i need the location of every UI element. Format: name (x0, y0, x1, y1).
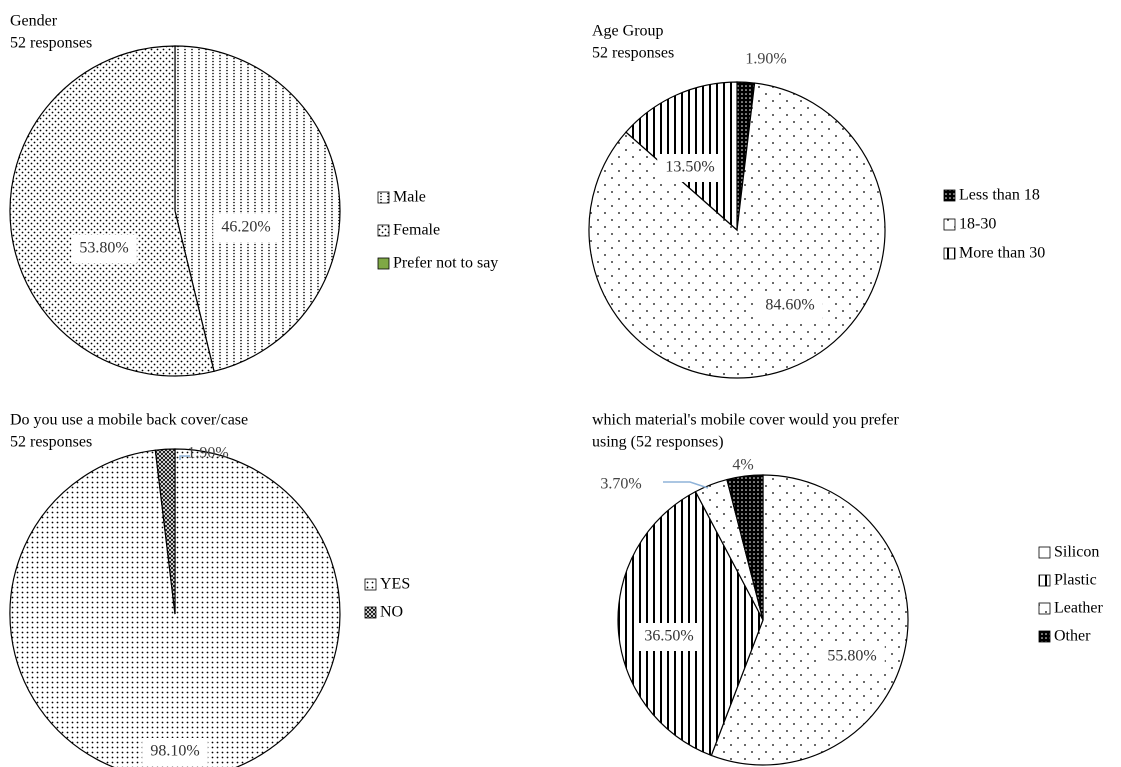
chart-title: Age Group (592, 23, 664, 40)
legend-entry: Prefer not to say (393, 255, 498, 272)
chart-subtitle: 52 responses (10, 35, 92, 52)
pie-slice-no (154, 448, 176, 615)
callout-line (179, 455, 190, 460)
pie-slice-male (174, 45, 341, 373)
data-label-box (757, 292, 823, 320)
chart-subtitle: 52 responses (10, 434, 92, 451)
chart-title: Do you use a mobile back cover/case (10, 412, 248, 429)
pie-slice-female (9, 45, 215, 377)
chart-subtitle: using (52 responses) (592, 434, 724, 451)
legend-swatch (377, 224, 390, 237)
data-label-box (142, 738, 208, 766)
data-label-box (636, 623, 702, 651)
legend-entry: Male (393, 189, 426, 206)
chart-title: which material's mobile cover would you … (592, 412, 899, 429)
data-label: 13.50% (665, 159, 714, 176)
legend-swatch (943, 218, 956, 231)
legend-entry: Less than 18 (959, 187, 1040, 204)
legend-swatch (364, 578, 377, 591)
legend-swatch (943, 247, 956, 260)
data-label: 1.90% (187, 445, 228, 462)
data-label: 1.90% (745, 51, 786, 68)
data-label: 84.60% (765, 297, 814, 314)
data-label: 46.20% (221, 219, 270, 236)
pie-slice-other (726, 474, 764, 621)
pie-slice-silicon (710, 474, 909, 766)
data-label-box (819, 643, 885, 671)
legend-entry: NO (380, 604, 403, 621)
legend-swatch (1038, 630, 1051, 643)
legend-entry: Female (393, 222, 440, 239)
legend-entry: Plastic (1054, 572, 1097, 589)
legend-entry: Silicon (1054, 544, 1099, 561)
data-label-box (213, 214, 279, 242)
legend-entry: Leather (1054, 600, 1104, 617)
data-label: 98.10% (150, 743, 199, 760)
data-label: 53.80% (79, 240, 128, 257)
legend-entry: Other (1054, 628, 1091, 645)
chart-subtitle: 52 responses (592, 45, 674, 62)
legend-entry: More than 30 (959, 245, 1045, 262)
pie-chart-1: Gender 52 responses 46.20% 53.80% Male Female… (9, 13, 498, 377)
data-label: 55.80% (827, 648, 876, 665)
pie-chart-2: Age Group 52 responses 1.90% 84.60% 13.50% Le… (588, 23, 1045, 379)
legend-swatch (1038, 546, 1051, 559)
legend-swatch (943, 189, 956, 202)
legend-swatch (364, 606, 377, 619)
legend-entry: 18-30 (959, 216, 996, 233)
data-label: 4% (732, 457, 753, 474)
pie-slice-yes (9, 448, 341, 767)
legend-entry: YES (380, 576, 410, 593)
legend-swatch (1038, 574, 1051, 587)
legend-swatch (1038, 602, 1051, 615)
data-label-box (71, 235, 137, 263)
legend-swatch (377, 191, 390, 204)
data-label: 3.70% (600, 476, 641, 493)
pie-chart-4: which material's mobile cover would you … (592, 412, 1104, 766)
pie-chart-3: Do you use a mobile back cover/case 52 re… (9, 412, 410, 767)
callout-line (663, 481, 709, 489)
data-label: 36.50% (644, 628, 693, 645)
legend-swatch (377, 257, 390, 270)
chart-title: Gender (10, 13, 58, 30)
data-label-box (657, 154, 723, 182)
